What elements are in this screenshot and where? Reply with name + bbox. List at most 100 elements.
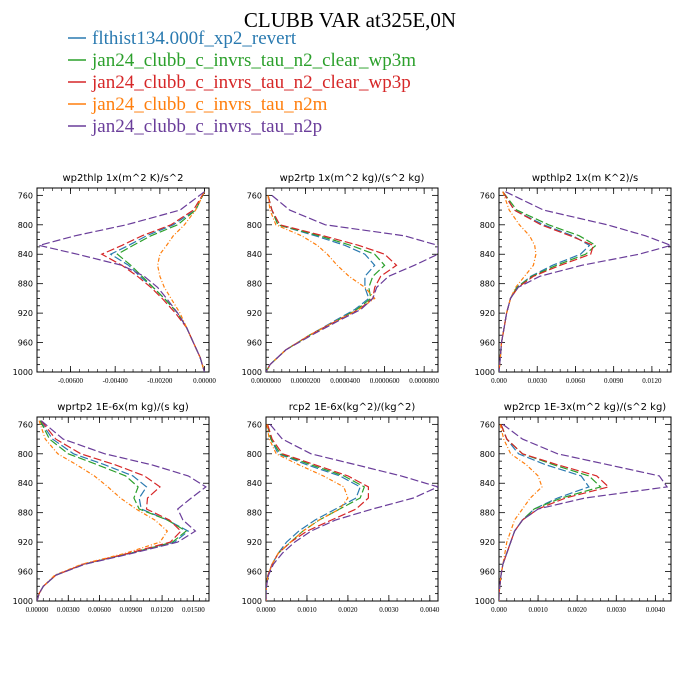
y-tick-label: 920 [247, 538, 262, 547]
y-tick-label: 800 [18, 450, 33, 459]
x-tick-label: 0.0030 [528, 377, 548, 385]
y-tick-label: 880 [480, 280, 495, 289]
series-line [109, 191, 206, 372]
plot-frame [36, 416, 210, 602]
x-tick-label: 0.0030 [607, 606, 627, 614]
y-tick-label: 920 [18, 309, 33, 318]
panel: rcp2 1E-6x(kg^2)/(kg^2) 760 800 840 880 920 96… [242, 402, 440, 614]
series-line [266, 424, 369, 601]
series-line [499, 424, 602, 601]
series-line [266, 195, 376, 372]
series-line [499, 191, 597, 372]
y-tick-label: 760 [247, 420, 262, 429]
y-tick-label: 840 [480, 250, 495, 259]
legend-label: jan24_clubb_c_invrs_tau_n2_clear_wp3p [91, 72, 411, 93]
y-tick-label: 840 [247, 479, 262, 488]
series-group [266, 194, 438, 372]
y-tick-label: 1000 [242, 368, 262, 377]
x-tick-label: -0.00600 [58, 377, 84, 385]
series-line [499, 424, 543, 601]
plot-frame [498, 416, 672, 602]
series-group [499, 191, 671, 372]
y-tick-label: 760 [247, 191, 262, 200]
series-line [100, 191, 206, 372]
y-tick-label: 920 [480, 309, 495, 318]
y-tick-label: 800 [480, 221, 495, 230]
x-tick-label: 0.0000600 [370, 377, 400, 385]
x-tick-label: 0.0090 [604, 377, 624, 385]
series-line [266, 194, 438, 372]
y-tick-label: 800 [480, 450, 495, 459]
y-tick-label: 880 [247, 509, 262, 518]
x-tick-label: 0.0000800 [409, 377, 439, 385]
x-tick-label: 0.01500 [182, 606, 205, 614]
y-tick-label: 960 [247, 339, 262, 348]
y-tick-label: 760 [18, 420, 33, 429]
y-tick-label: 960 [18, 568, 33, 577]
y-tick-label: 840 [18, 479, 33, 488]
x-tick-label: 0.0020 [568, 606, 588, 614]
series-line [499, 423, 669, 601]
y-tick-label: 920 [480, 538, 495, 547]
y-tick-label: 1000 [13, 368, 33, 377]
series-line [37, 420, 169, 601]
series-line [499, 191, 591, 372]
panel-title: wpthlp2 1x(m K^2)/s [532, 173, 638, 184]
x-tick-label: 0.0040 [646, 606, 666, 614]
y-tick-label: 760 [18, 191, 33, 200]
x-tick-label: 0.0010 [528, 606, 548, 614]
y-tick-label: 960 [18, 339, 33, 348]
x-tick-label: 0.0120 [642, 377, 662, 385]
series-line [499, 191, 671, 372]
series-line [37, 420, 207, 601]
x-tick-label: 0.01200 [151, 606, 174, 614]
series-line [39, 191, 206, 372]
plot-frame [36, 187, 210, 373]
y-tick-label: 960 [247, 568, 262, 577]
y-tick-label: 960 [480, 339, 495, 348]
panel: wp2rcp 1E-3x(m^2 kg)/(s^2 kg) 760 800 840 88… [475, 402, 672, 614]
series-line [266, 195, 376, 372]
panel: wp2rtp 1x(m^2 kg)/(s^2 kg) 760 800 840 880 92… [242, 173, 440, 385]
y-tick-label: 800 [247, 450, 262, 459]
y-tick-label: 840 [18, 250, 33, 259]
panel-title: wp2rcp 1E-3x(m^2 kg)/(s^2 kg) [504, 402, 667, 413]
x-tick-label: 0.000 [491, 377, 507, 385]
y-tick-label: 1000 [13, 597, 33, 606]
y-tick-label: 920 [18, 538, 33, 547]
series-line [266, 195, 386, 372]
y-tick-label: 1000 [475, 368, 495, 377]
y-tick-label: 960 [480, 568, 495, 577]
series-line [266, 195, 398, 372]
x-tick-label: 0.00600 [88, 606, 111, 614]
y-tick-label: 920 [247, 309, 262, 318]
series-line [499, 424, 590, 601]
x-tick-label: 0.00000 [26, 606, 49, 614]
panel-title: rcp2 1E-6x(kg^2)/(kg^2) [289, 402, 416, 413]
x-tick-label: -0.00200 [147, 377, 173, 385]
x-tick-label: 0.0010 [297, 606, 317, 614]
plot-frame [498, 187, 672, 373]
x-tick-label: -0.00400 [103, 377, 129, 385]
series-line [266, 424, 349, 601]
x-tick-label: 0.00000 [193, 377, 216, 385]
y-tick-label: 840 [247, 250, 262, 259]
figure-title: CLUBB VAR at325E,0N [244, 8, 456, 32]
y-tick-label: 760 [480, 420, 495, 429]
series-line [499, 424, 610, 601]
series-line [266, 424, 438, 601]
panel-title: wprtp2 1E-6x(m kg)/(s kg) [57, 402, 189, 413]
x-tick-label: 0.00300 [57, 606, 80, 614]
x-tick-label: 0.000 [491, 606, 507, 614]
panel: wp2thlp 1x(m^2 K)/s^2 760 800 840 880 920 960 1… [13, 173, 217, 385]
x-tick-label: 0.0000000 [251, 377, 281, 385]
legend: flthist134.000f_xp2_revert jan24_clubb_c_… [68, 28, 416, 137]
y-tick-label: 1000 [475, 597, 495, 606]
panel: wpthlp2 1x(m K^2)/s 760 800 840 880 920 960 100… [475, 173, 672, 385]
legend-entry: flthist134.000f_xp2_revert [68, 28, 297, 49]
y-tick-label: 1000 [242, 597, 262, 606]
y-tick-label: 800 [18, 221, 33, 230]
x-tick-label: 0.0030 [379, 606, 399, 614]
panel-title: wp2rtp 1x(m^2 kg)/(s^2 kg) [280, 173, 425, 184]
legend-label: flthist134.000f_xp2_revert [92, 28, 297, 49]
